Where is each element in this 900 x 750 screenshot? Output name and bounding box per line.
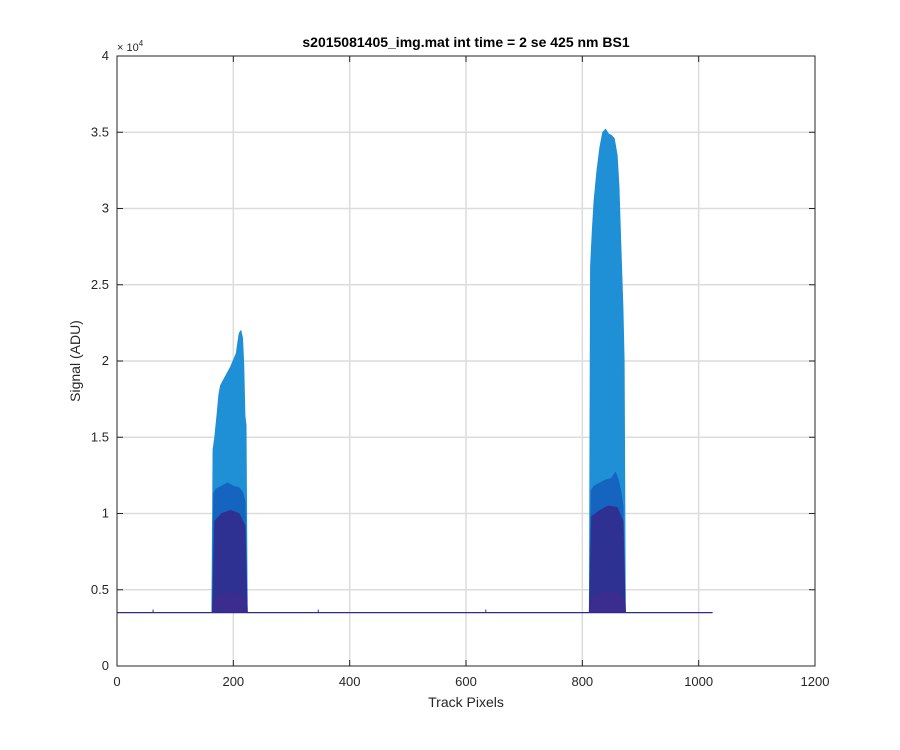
x-tick-label: 600 bbox=[455, 674, 477, 689]
y-tick-label: 3 bbox=[102, 201, 109, 216]
x-axis-label: Track Pixels bbox=[428, 694, 504, 710]
y-tick-label: 1.5 bbox=[91, 429, 109, 444]
series-layer bbox=[117, 128, 713, 614]
y-tick-label: 1 bbox=[102, 506, 109, 521]
y-tick-label: 3.5 bbox=[91, 124, 109, 139]
tick-labels: 0 200 400 600 800 1000 1200 0 0.5 1 1.5 2 2.5 3 3.5 4 bbox=[91, 48, 830, 689]
y-axis-label: Signal (ADU) bbox=[67, 320, 83, 402]
y-tick-label: 0 bbox=[102, 658, 109, 673]
x-tick-label: 400 bbox=[339, 674, 361, 689]
x-tick-label: 800 bbox=[571, 674, 593, 689]
x-tick-label: 0 bbox=[113, 674, 120, 689]
y-tick-label: 4 bbox=[102, 48, 109, 63]
y-tick-label: 2 bbox=[102, 353, 109, 368]
series-1-area bbox=[211, 128, 626, 613]
y-exponent-base: × 10 bbox=[117, 42, 139, 54]
chart-title: s2015081405_img.mat int time = 2 se 425 … bbox=[302, 34, 629, 50]
x-tick-label: 200 bbox=[222, 674, 244, 689]
y-exponent-power: 4 bbox=[139, 39, 144, 48]
tick-marks bbox=[116, 55, 816, 667]
y-tick-label: 0.5 bbox=[91, 582, 109, 597]
y-exponent-label: × 104 bbox=[117, 39, 144, 54]
x-tick-label: 1000 bbox=[684, 674, 713, 689]
y-tick-label: 2.5 bbox=[91, 277, 109, 292]
x-tick-label: 1200 bbox=[801, 674, 830, 689]
